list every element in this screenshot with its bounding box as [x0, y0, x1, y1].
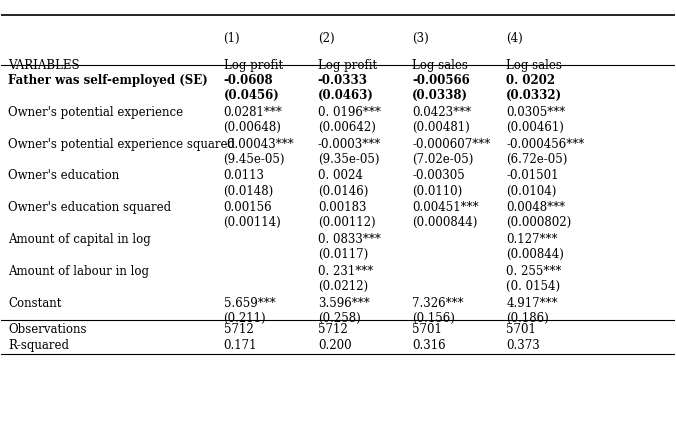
Text: 7.326***: 7.326*** [412, 297, 464, 309]
Text: 0. 0202: 0. 0202 [506, 74, 556, 87]
Text: Father was self-employed (SE): Father was self-employed (SE) [8, 74, 208, 87]
Text: Amount of labour in log: Amount of labour in log [8, 265, 149, 278]
Text: 5701: 5701 [506, 323, 536, 336]
Text: (0.0110): (0.0110) [412, 185, 462, 198]
Text: VARIABLES: VARIABLES [8, 59, 80, 72]
Text: Owner's education: Owner's education [8, 170, 120, 182]
Text: (0.00844): (0.00844) [506, 248, 564, 261]
Text: -0.00305: -0.00305 [412, 170, 465, 182]
Text: Log sales: Log sales [506, 59, 562, 72]
Text: (2): (2) [318, 32, 335, 45]
Text: (0.00461): (0.00461) [506, 121, 564, 134]
Text: (0.0117): (0.0117) [318, 248, 368, 261]
Text: (0.0146): (0.0146) [318, 185, 368, 198]
Text: 0.0305***: 0.0305*** [506, 106, 566, 119]
Text: (1): (1) [224, 32, 240, 45]
Text: 5712: 5712 [224, 323, 254, 336]
Text: (9.35e-05): (9.35e-05) [318, 153, 379, 166]
Text: (0.000844): (0.000844) [412, 216, 477, 229]
Text: 5.659***: 5.659*** [224, 297, 275, 309]
Text: (0.0456): (0.0456) [224, 89, 279, 102]
Text: -0.0333: -0.0333 [318, 74, 368, 87]
Text: Owner's potential experience squared: Owner's potential experience squared [8, 138, 235, 151]
Text: -0.00566: -0.00566 [412, 74, 470, 87]
Text: Amount of capital in log: Amount of capital in log [8, 233, 151, 246]
Text: -0.000456***: -0.000456*** [506, 138, 585, 151]
Text: 0.171: 0.171 [224, 339, 257, 353]
Text: Log profit: Log profit [318, 59, 377, 72]
Text: (0.000802): (0.000802) [506, 216, 571, 229]
Text: (0.211): (0.211) [224, 312, 266, 325]
Text: -0.000607***: -0.000607*** [412, 138, 490, 151]
Text: (0.00481): (0.00481) [412, 121, 470, 134]
Text: 0.316: 0.316 [412, 339, 445, 353]
Text: (9.45e-05): (9.45e-05) [224, 153, 285, 166]
Text: -0.0608: -0.0608 [224, 74, 273, 87]
Text: 0.0281***: 0.0281*** [224, 106, 283, 119]
Text: Owner's education squared: Owner's education squared [8, 201, 171, 214]
Text: Owner's potential experience: Owner's potential experience [8, 106, 183, 119]
Text: 0. 0833***: 0. 0833*** [318, 233, 381, 246]
Text: Observations: Observations [8, 323, 87, 336]
Text: (0.258): (0.258) [318, 312, 360, 325]
Text: Log profit: Log profit [224, 59, 283, 72]
Text: (0.0332): (0.0332) [506, 89, 562, 102]
Text: 5712: 5712 [318, 323, 347, 336]
Text: (3): (3) [412, 32, 429, 45]
Text: Constant: Constant [8, 297, 62, 309]
Text: (0.0148): (0.0148) [224, 185, 274, 198]
Text: (0.0104): (0.0104) [506, 185, 556, 198]
Text: (0.0463): (0.0463) [318, 89, 374, 102]
Text: (0.186): (0.186) [506, 312, 549, 325]
Text: (0.00112): (0.00112) [318, 216, 375, 229]
Text: 0.200: 0.200 [318, 339, 352, 353]
Text: 0.00183: 0.00183 [318, 201, 366, 214]
Text: (4): (4) [506, 32, 523, 45]
Text: -0.0003***: -0.0003*** [318, 138, 381, 151]
Text: (6.72e-05): (6.72e-05) [506, 153, 568, 166]
Text: R-squared: R-squared [8, 339, 69, 353]
Text: (0.00642): (0.00642) [318, 121, 376, 134]
Text: 0.0423***: 0.0423*** [412, 106, 471, 119]
Text: 0.373: 0.373 [506, 339, 540, 353]
Text: 0. 0024: 0. 0024 [318, 170, 363, 182]
Text: 0.127***: 0.127*** [506, 233, 558, 246]
Text: 5701: 5701 [412, 323, 442, 336]
Text: (0.156): (0.156) [412, 312, 455, 325]
Text: 4.917***: 4.917*** [506, 297, 558, 309]
Text: 0. 0196***: 0. 0196*** [318, 106, 381, 119]
Text: (0.0212): (0.0212) [318, 280, 368, 293]
Text: 0.00451***: 0.00451*** [412, 201, 479, 214]
Text: Log sales: Log sales [412, 59, 468, 72]
Text: (0.00648): (0.00648) [224, 121, 281, 134]
Text: 0.0113: 0.0113 [224, 170, 264, 182]
Text: 0. 255***: 0. 255*** [506, 265, 562, 278]
Text: 0.0048***: 0.0048*** [506, 201, 565, 214]
Text: (0. 0154): (0. 0154) [506, 280, 560, 293]
Text: 3.596***: 3.596*** [318, 297, 370, 309]
Text: -0.01501: -0.01501 [506, 170, 559, 182]
Text: (7.02e-05): (7.02e-05) [412, 153, 473, 166]
Text: (0.00114): (0.00114) [224, 216, 281, 229]
Text: 0.00156: 0.00156 [224, 201, 272, 214]
Text: (0.0338): (0.0338) [412, 89, 468, 102]
Text: 0. 231***: 0. 231*** [318, 265, 373, 278]
Text: -0.00043***: -0.00043*** [224, 138, 294, 151]
